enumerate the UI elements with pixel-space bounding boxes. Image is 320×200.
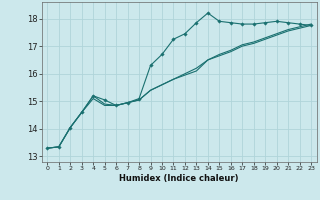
X-axis label: Humidex (Indice chaleur): Humidex (Indice chaleur) — [119, 174, 239, 183]
